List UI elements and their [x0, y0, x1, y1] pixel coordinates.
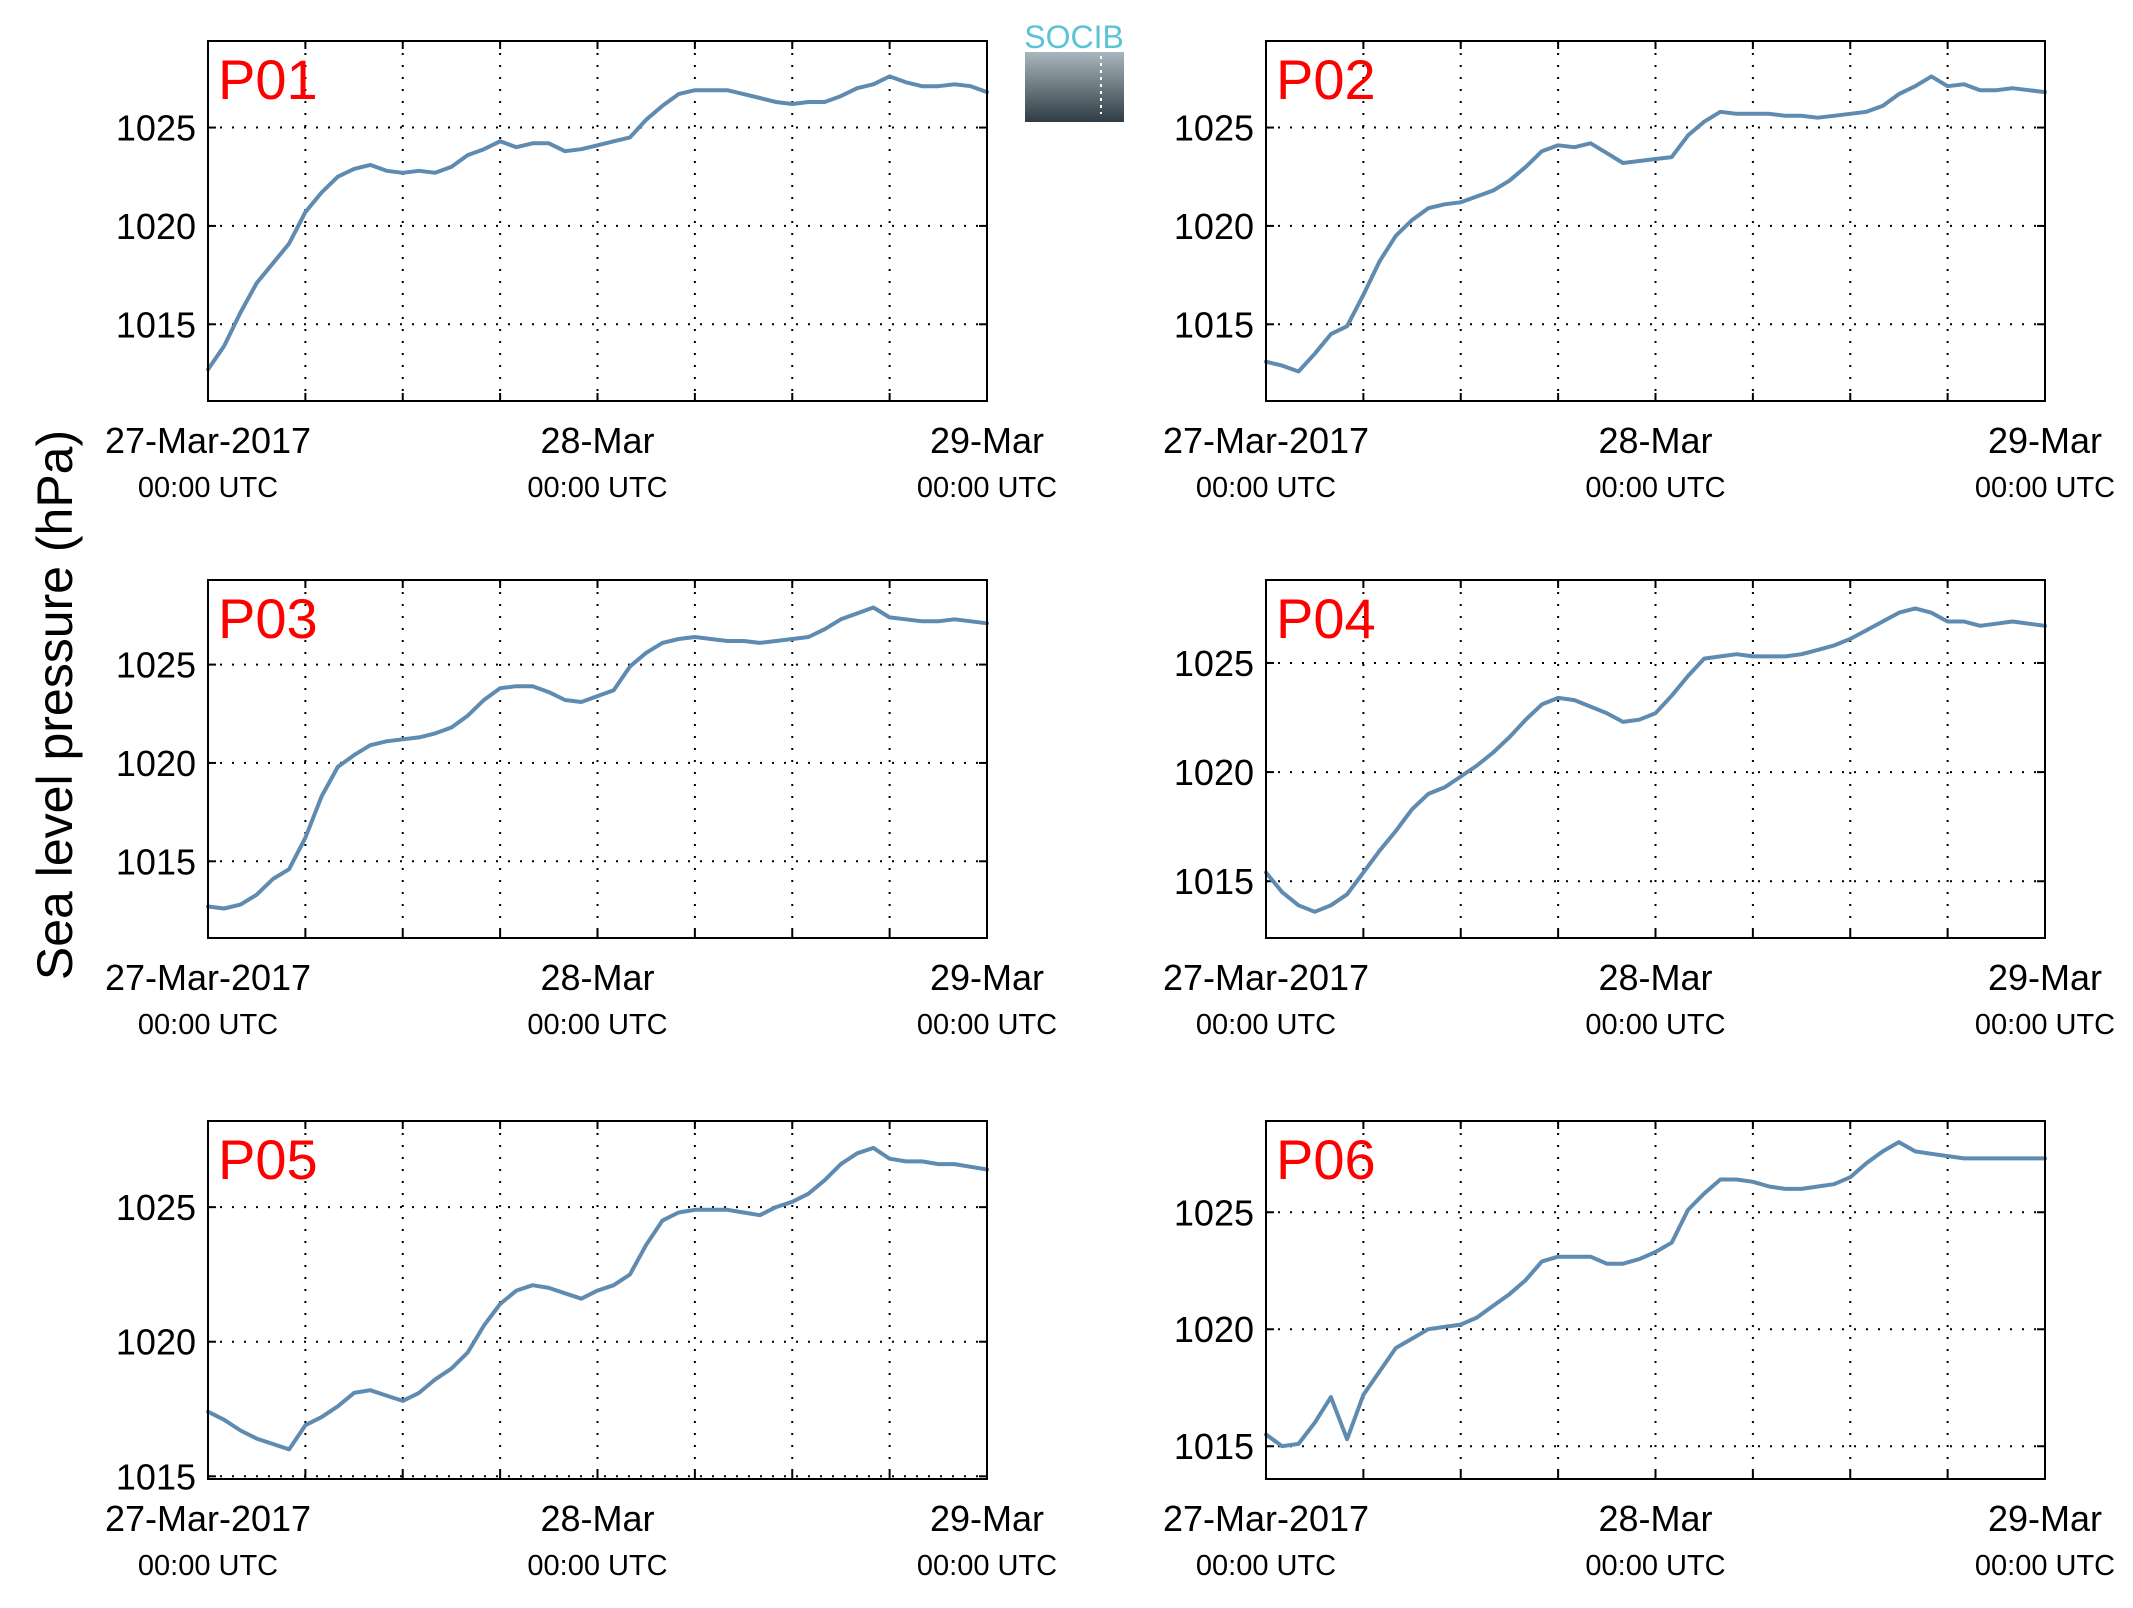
x-tick-label-date: 29-Mar	[930, 957, 1044, 998]
x-tick-label-time: 00:00 UTC	[1196, 1550, 1336, 1582]
x-tick-label-date: 29-Mar	[1988, 420, 2102, 461]
y-tick-label: 1025	[1174, 643, 1254, 684]
y-tick-label: 1025	[1174, 108, 1254, 149]
panel-title: P03	[218, 587, 318, 650]
y-tick-label: 1015	[1174, 861, 1254, 902]
x-tick-label-time: 00:00 UTC	[138, 1009, 278, 1041]
axes-frame	[207, 579, 988, 939]
y-tick-label: 1025	[116, 1187, 196, 1228]
y-tick-label: 1025	[1174, 1192, 1254, 1233]
y-tick-label: 1025	[116, 645, 196, 686]
y-tick-label: 1015	[1174, 304, 1254, 345]
series-line	[1264, 1140, 2047, 1449]
logo-text: SOCIB	[1024, 19, 1124, 55]
axes-frame	[1265, 1120, 2046, 1480]
series-line	[206, 74, 989, 372]
y-tick-label: 1015	[1174, 1426, 1254, 1467]
panel-03: 1015 1020 1025 27-Mar-2017 00:00 UTC 28-Mar 00…	[105, 579, 1057, 1041]
x-tick-label-time: 00:00 UTC	[1975, 1550, 2115, 1582]
x-tick-label-date: 28-Mar	[1598, 957, 1712, 998]
series-line	[1264, 606, 2047, 914]
axes-frame	[1265, 579, 2046, 939]
x-tick-label-date: 28-Mar	[1598, 1498, 1712, 1539]
x-tick-label-time: 00:00 UTC	[1585, 1009, 1725, 1041]
x-tick-label-time: 00:00 UTC	[527, 1009, 667, 1041]
x-tick-label-date: 28-Mar	[1598, 420, 1712, 461]
panel-01: 1015 1020 1025 27-Mar-2017 00:00 UTC 28-Mar 00…	[105, 40, 1057, 504]
panel-05: 1015 1020 1025 27-Mar-2017 00:00 UTC 28-Mar 00…	[105, 1120, 1057, 1582]
x-tick-label-date: 28-Mar	[540, 957, 654, 998]
x-tick-label-time: 00:00 UTC	[1975, 1009, 2115, 1041]
axes-frame	[207, 40, 988, 402]
x-tick-label-time: 00:00 UTC	[1585, 472, 1725, 504]
x-tick-label-date: 29-Mar	[1988, 957, 2102, 998]
x-tick-label-date: 27-Mar-2017	[1163, 420, 1369, 461]
y-tick-label: 1020	[116, 206, 196, 247]
y-tick-label: 1020	[1174, 1309, 1254, 1350]
panel-title: P05	[218, 1128, 318, 1191]
x-tick-label-time: 00:00 UTC	[917, 472, 1057, 504]
x-tick-label-date: 27-Mar-2017	[105, 957, 311, 998]
axes-frame	[1265, 40, 2046, 402]
x-tick-label-date: 28-Mar	[540, 420, 654, 461]
panel-title: P02	[1276, 48, 1376, 111]
x-tick-label-time: 00:00 UTC	[1196, 472, 1336, 504]
y-tick-label: 1015	[116, 1456, 196, 1497]
x-tick-label-time: 00:00 UTC	[1196, 1009, 1336, 1041]
axes-frame	[207, 1120, 988, 1480]
x-tick-label-date: 27-Mar-2017	[1163, 1498, 1369, 1539]
series-line	[206, 1145, 989, 1452]
x-tick-label-time: 00:00 UTC	[527, 472, 667, 504]
x-tick-label-date: 29-Mar	[930, 420, 1044, 461]
panel-title: P06	[1276, 1128, 1376, 1191]
y-tick-label: 1015	[116, 304, 196, 345]
panel-06: 1015 1020 1025 27-Mar-2017 00:00 UTC 28-Mar 00…	[1163, 1120, 2115, 1582]
y-tick-label: 1020	[1174, 206, 1254, 247]
y-tick-label: 1020	[116, 1322, 196, 1363]
series-line	[1264, 74, 2047, 374]
panels: 1015 1020 1025 27-Mar-2017 00:00 UTC 28-Mar 00…	[105, 40, 2115, 1582]
x-tick-label-time: 00:00 UTC	[1975, 472, 2115, 504]
x-tick-label-time: 00:00 UTC	[138, 472, 278, 504]
logo-block	[1025, 52, 1124, 122]
x-tick-label-date: 29-Mar	[930, 1498, 1044, 1539]
x-tick-label-date: 28-Mar	[540, 1498, 654, 1539]
y-tick-label: 1020	[116, 743, 196, 784]
y-tick-label: 1015	[116, 841, 196, 882]
series-line	[206, 605, 989, 911]
x-tick-label-date: 27-Mar-2017	[1163, 957, 1369, 998]
x-tick-label-time: 00:00 UTC	[138, 1550, 278, 1582]
panel-title: P04	[1276, 587, 1376, 650]
panel-04: 1015 1020 1025 27-Mar-2017 00:00 UTC 28-Mar 00…	[1163, 579, 2115, 1041]
x-tick-label-time: 00:00 UTC	[917, 1009, 1057, 1041]
x-tick-label-date: 27-Mar-2017	[105, 1498, 311, 1539]
panel-02: 1015 1020 1025 27-Mar-2017 00:00 UTC 28-Mar 00…	[1163, 40, 2115, 504]
y-tick-label: 1020	[1174, 752, 1254, 793]
y-tick-label: 1025	[116, 108, 196, 149]
figure-ylabel: Sea level pressure (hPa)	[27, 430, 83, 980]
x-tick-label-date: 27-Mar-2017	[105, 420, 311, 461]
socib-logo: SOCIB	[1024, 19, 1124, 122]
panel-title: P01	[218, 48, 318, 111]
x-tick-label-time: 00:00 UTC	[917, 1550, 1057, 1582]
x-tick-label-date: 29-Mar	[1988, 1498, 2102, 1539]
x-tick-label-time: 00:00 UTC	[527, 1550, 667, 1582]
x-tick-label-time: 00:00 UTC	[1585, 1550, 1725, 1582]
